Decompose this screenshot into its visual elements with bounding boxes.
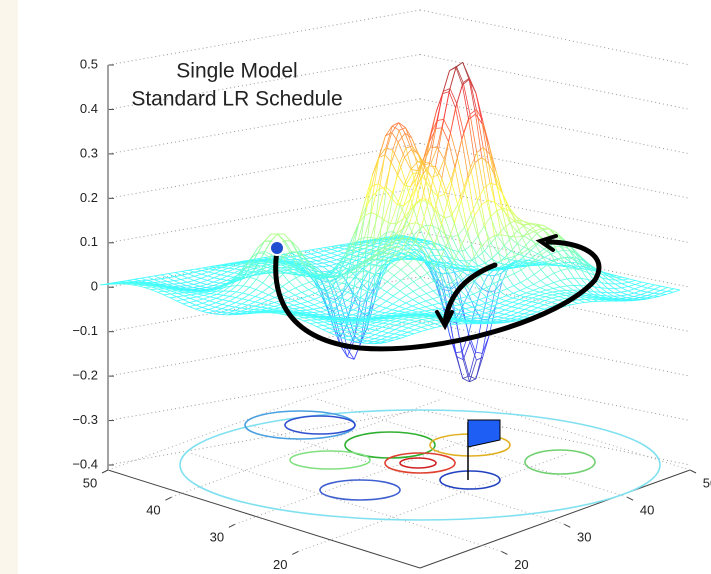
z-tick-label: −0.2 bbox=[72, 368, 98, 383]
mesh-line bbox=[469, 322, 476, 323]
mesh-line bbox=[425, 313, 432, 314]
y-tick-label: 40 bbox=[640, 503, 654, 518]
edge-shade bbox=[0, 0, 18, 574]
mesh-line bbox=[416, 316, 423, 317]
z-tick-label: 0.1 bbox=[80, 234, 98, 249]
mesh-line bbox=[230, 263, 236, 264]
x-tick-label: 20 bbox=[273, 557, 287, 572]
title-line: Standard LR Schedule bbox=[131, 88, 342, 111]
mesh-line bbox=[370, 322, 376, 323]
mesh-line bbox=[257, 259, 263, 260]
y-tick-label: 50 bbox=[703, 475, 711, 490]
mesh-line bbox=[267, 310, 273, 311]
mesh-line bbox=[246, 313, 252, 314]
mesh-line bbox=[100, 285, 106, 286]
mesh-line bbox=[567, 285, 574, 286]
z-tick-label: −0.1 bbox=[72, 323, 98, 338]
mesh-line bbox=[496, 323, 503, 324]
mesh-line bbox=[499, 269, 506, 270]
z-tick-label: −0.3 bbox=[72, 412, 98, 427]
z-tick-label: 0.3 bbox=[80, 145, 98, 160]
mesh-line bbox=[455, 324, 462, 325]
z-tick-label: 0 bbox=[91, 279, 98, 294]
mesh-line bbox=[206, 288, 212, 289]
mesh-line bbox=[306, 276, 312, 277]
mesh-line bbox=[512, 267, 519, 268]
z-tick-label: −0.4 bbox=[72, 456, 98, 471]
mesh-line bbox=[235, 266, 241, 267]
mesh-line bbox=[161, 282, 168, 283]
y-tick-label: 30 bbox=[577, 530, 591, 545]
mesh-line bbox=[578, 299, 585, 300]
mesh-line bbox=[127, 282, 133, 283]
z-tick-label: 0.4 bbox=[80, 101, 98, 116]
mesh-line bbox=[620, 298, 627, 299]
y-tick-label: 20 bbox=[514, 557, 528, 572]
mesh-line bbox=[606, 298, 613, 299]
mesh-line bbox=[377, 239, 383, 240]
mesh-line bbox=[254, 309, 260, 310]
start-dot bbox=[270, 241, 284, 255]
mesh-line bbox=[240, 314, 246, 315]
mesh-line bbox=[286, 273, 292, 274]
mesh-line bbox=[430, 316, 437, 317]
mesh-line bbox=[601, 292, 608, 293]
z-tick-label: 0.2 bbox=[80, 190, 98, 205]
mesh-line bbox=[235, 311, 241, 312]
mesh-line bbox=[357, 321, 363, 322]
x-tick-label: 40 bbox=[146, 503, 160, 518]
z-tick-label: 0.5 bbox=[80, 56, 98, 71]
x-tick-label: 50 bbox=[83, 475, 97, 490]
x-tick-label: 30 bbox=[210, 530, 224, 545]
title-line: Single Model bbox=[176, 60, 297, 83]
